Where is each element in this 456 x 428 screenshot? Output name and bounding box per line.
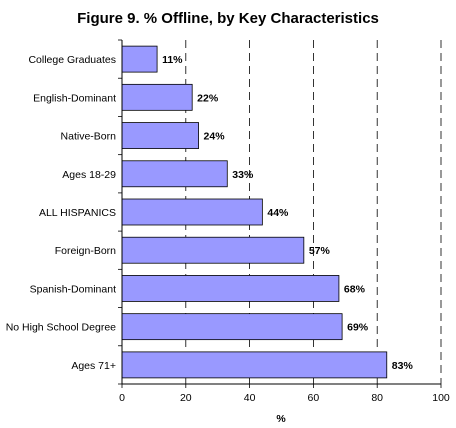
bar: [121, 351, 388, 379]
bar: [121, 198, 263, 226]
x-tick-label: 20: [180, 392, 192, 404]
data-label: 11%: [162, 54, 183, 66]
data-label: 57%: [309, 245, 331, 257]
category-label: Spanish-Dominant: [30, 283, 116, 295]
data-label: 33%: [232, 169, 254, 181]
bar: [121, 122, 199, 149]
data-label: 44%: [267, 207, 289, 219]
category-label: College Graduates: [28, 54, 116, 66]
x-tick-label: 40: [244, 392, 256, 404]
category-label: Foreign-Born: [55, 245, 116, 257]
category-label: English-Dominant: [33, 92, 116, 104]
x-tick-label: 60: [308, 392, 320, 404]
data-label: 24%: [204, 131, 226, 143]
x-tick-label: 100: [432, 392, 450, 404]
data-label: 22%: [197, 92, 219, 104]
data-label: 69%: [347, 322, 369, 334]
chart-title: Figure 9. % Offline, by Key Characterist…: [77, 10, 379, 27]
data-label: 68%: [344, 283, 366, 295]
category-label: Ages 71+: [71, 360, 116, 372]
x-axis-label: %: [276, 413, 286, 425]
category-label: Native-Born: [61, 131, 117, 143]
bar: [121, 275, 340, 302]
bar: [121, 236, 305, 264]
category-label: No High School Degree: [6, 322, 116, 334]
category-label: Ages 18-29: [62, 169, 116, 181]
x-tick-label: 0: [119, 392, 125, 404]
data-label: 83%: [392, 360, 414, 372]
x-tick-label: 80: [371, 392, 383, 404]
bar: [121, 45, 158, 73]
bar: [121, 83, 193, 111]
bar: [121, 313, 343, 341]
category-label: ALL HISPANICS: [39, 207, 116, 219]
bar: [121, 160, 228, 188]
